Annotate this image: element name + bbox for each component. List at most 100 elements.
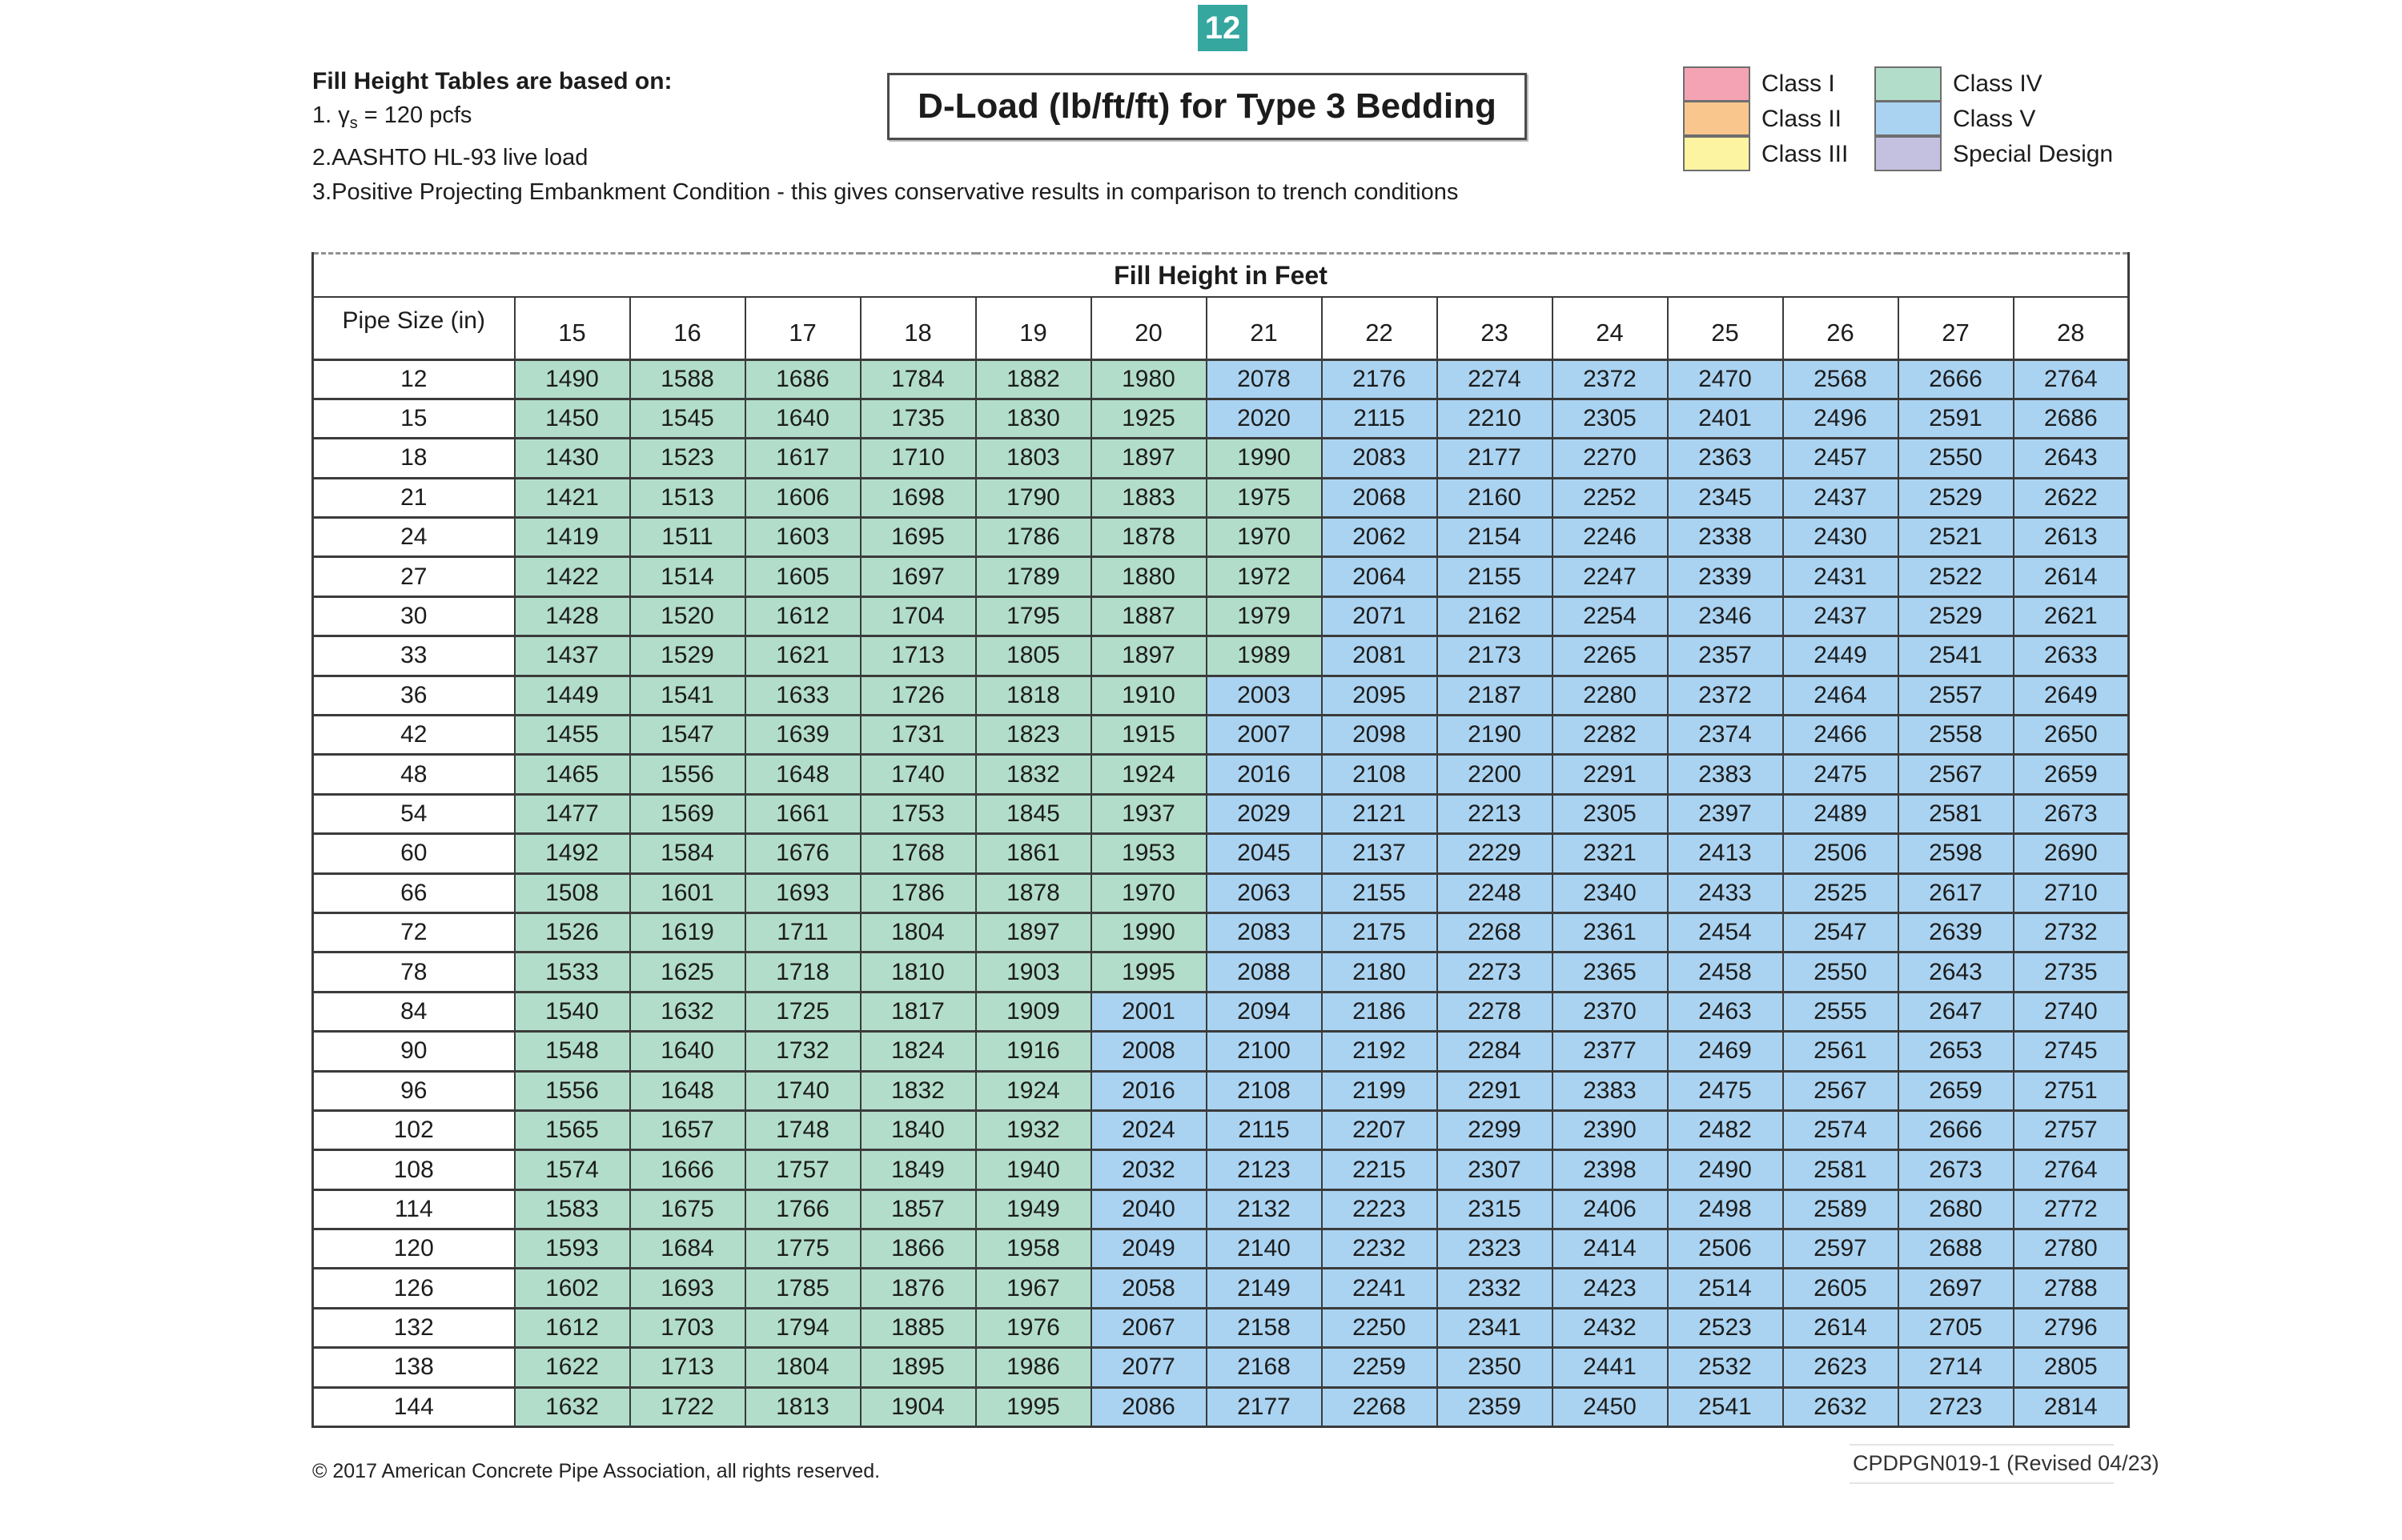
dload-cell: 1574 (513, 1149, 631, 1191)
pipe-size-cell: 27 (311, 555, 516, 598)
dload-cell: 2673 (2012, 792, 2130, 836)
dload-cell: 2723 (1897, 1386, 2014, 1429)
dload-cell: 1897 (1090, 437, 1207, 479)
pipe-size-cell: 54 (311, 792, 516, 836)
dload-cell: 2751 (2012, 1069, 2130, 1112)
table-row: 15 1450 1545 1640 1735 1830 1925 2020 2115 2210 23… (311, 397, 2130, 440)
dload-cell: 1593 (513, 1228, 631, 1270)
dload-cell: 2232 (1320, 1228, 1438, 1270)
table-row: 30 1428 1520 1612 1704 1795 1887 1979 2071 2162 22… (311, 595, 2130, 638)
dload-cell: 1556 (629, 753, 746, 796)
dload-cell: 1832 (974, 753, 1092, 796)
dload-cell: 2506 (1781, 832, 1899, 875)
pipe-size-cell: 24 (311, 516, 516, 559)
dload-cell: 1621 (744, 635, 862, 677)
dload-cell: 2780 (2012, 1228, 2130, 1270)
dload-cell: 1975 (1205, 476, 1323, 519)
dload-cell: 2498 (1666, 1188, 1784, 1231)
dload-cell: 2673 (1897, 1149, 2014, 1191)
dload-cell: 2532 (1666, 1346, 1784, 1389)
dload-cell: 1588 (629, 358, 746, 400)
dload-cell: 2633 (2012, 635, 2130, 677)
dload-cell: 1786 (859, 872, 977, 914)
dload-cell: 2199 (1320, 1069, 1438, 1112)
pipe-size-cell: 21 (311, 476, 516, 519)
pipe-size-cell: 30 (311, 595, 516, 638)
dload-cell: 2062 (1320, 516, 1438, 559)
dload-cell: 1986 (974, 1346, 1092, 1389)
document-code: CPDPGN019-1 (Revised 04/23) (1850, 1444, 2159, 1484)
dload-cell: 1976 (974, 1306, 1092, 1350)
dload-cell: 2173 (1436, 635, 1553, 677)
dload-cell: 2475 (1781, 753, 1899, 796)
dload-cell: 2115 (1320, 397, 1438, 440)
dload-cell: 1686 (744, 358, 862, 400)
pipe-size-cell: 126 (311, 1267, 516, 1309)
dload-cell: 2254 (1551, 595, 1669, 638)
dload-cell: 2617 (1897, 872, 2014, 914)
dload-cell: 1753 (859, 792, 977, 836)
dload-cell: 2357 (1666, 635, 1784, 677)
table-row: 102 1565 1657 1748 1840 1932 2024 2115 2207 2299 2… (311, 1109, 2130, 1152)
dload-cell: 1735 (859, 397, 977, 440)
dload-cell: 2177 (1205, 1386, 1323, 1429)
dload-cell: 1924 (974, 1069, 1092, 1112)
dload-cell: 2589 (1781, 1188, 1899, 1231)
dload-cell: 2643 (1897, 951, 2014, 993)
pipe-size-cell: 120 (311, 1228, 516, 1270)
legend-swatch (1874, 66, 1942, 102)
fill-height-column-header: 20 (1090, 296, 1207, 361)
dload-cell: 2659 (2012, 753, 2130, 796)
dload-cell: 1676 (744, 832, 862, 875)
fill-height-column-header: 24 (1551, 296, 1669, 361)
dload-cell: 1617 (744, 437, 862, 479)
dload-cell: 1711 (744, 911, 862, 954)
dload-cell: 2506 (1666, 1228, 1784, 1270)
dload-cell: 1450 (513, 397, 631, 440)
dload-cell: 1980 (1090, 358, 1207, 400)
dload-cell: 2557 (1897, 674, 2014, 717)
pipe-size-cell: 144 (311, 1386, 516, 1429)
dload-cell: 2282 (1551, 714, 1669, 756)
dload-cell: 2764 (2012, 1149, 2130, 1191)
dload-cell: 1639 (744, 714, 862, 756)
fill-height-column-header: 17 (744, 296, 862, 361)
dload-cell: 2623 (1781, 1346, 1899, 1389)
pipe-size-cell: 60 (311, 832, 516, 875)
dload-cell: 2140 (1205, 1228, 1323, 1270)
dload-cell: 2284 (1436, 1030, 1553, 1073)
dload-cell: 2229 (1436, 832, 1553, 875)
dload-cell: 2248 (1436, 872, 1553, 914)
dload-cell: 2525 (1781, 872, 1899, 914)
dload-cell: 1823 (974, 714, 1092, 756)
legend-swatch (1683, 136, 1750, 171)
dload-cell: 1529 (629, 635, 746, 677)
pipe-size-cell: 72 (311, 911, 516, 954)
dload-cell: 2058 (1090, 1267, 1207, 1309)
dload-cell: 2772 (2012, 1188, 2130, 1231)
pipe-size-cell: 78 (311, 951, 516, 993)
dload-cell: 2016 (1205, 753, 1323, 796)
dload-cell: 1979 (1205, 595, 1323, 638)
dload-cell: 2067 (1090, 1306, 1207, 1350)
legend-swatch (1874, 136, 1942, 171)
dload-cell: 1556 (513, 1069, 631, 1112)
dload-cell: 2299 (1436, 1109, 1553, 1152)
dload-cell: 2686 (2012, 397, 2130, 440)
dload-cell: 2078 (1205, 358, 1323, 400)
table-row: 126 1602 1693 1785 1876 1967 2058 2149 2241 2332 2… (311, 1267, 2130, 1309)
dload-cell: 1757 (744, 1149, 862, 1191)
fill-height-column-header: 21 (1205, 296, 1323, 361)
dload-cell: 1995 (974, 1386, 1092, 1429)
dload-cell: 2155 (1320, 872, 1438, 914)
dload-cell: 1876 (859, 1267, 977, 1309)
pipe-size-cell: 90 (311, 1030, 516, 1073)
dload-cell: 1520 (629, 595, 746, 638)
dload-cell: 1422 (513, 555, 631, 598)
dload-cell: 1925 (1090, 397, 1207, 440)
dload-cell: 1967 (974, 1267, 1092, 1309)
dload-cell: 2523 (1666, 1306, 1784, 1350)
dload-cell: 2100 (1205, 1030, 1323, 1073)
dload-cell: 1990 (1205, 437, 1323, 479)
dload-cell: 2160 (1436, 476, 1553, 519)
